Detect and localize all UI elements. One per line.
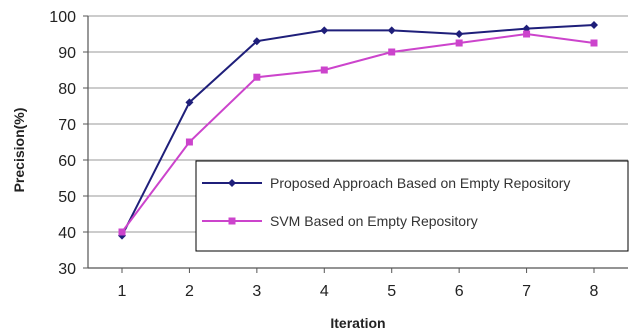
y-tick-label: 80 [58, 81, 76, 98]
legend-items: Proposed Approach Based on Empty Reposit… [202, 175, 570, 229]
series-1 [118, 21, 598, 240]
data-point [320, 26, 329, 35]
series-2 [118, 30, 598, 236]
y-tick-label: 70 [58, 117, 76, 134]
data-point [185, 98, 194, 107]
x-tick-label: 6 [455, 283, 464, 300]
y-tick-label: 100 [49, 9, 76, 26]
data-point [118, 228, 126, 236]
x-tick-label: 1 [118, 283, 127, 300]
legend: Proposed Approach Based on Empty Reposit… [195, 160, 629, 252]
data-point [252, 37, 261, 46]
legend-box [195, 160, 629, 252]
x-tick-label: 7 [522, 283, 531, 300]
x-tick-label: 5 [387, 283, 396, 300]
x-tick-label: 4 [320, 283, 329, 300]
data-point [387, 26, 396, 35]
data-point [253, 73, 261, 81]
y-tick-label: 50 [58, 189, 76, 206]
data-point [590, 21, 598, 29]
y-tick-labels: 30 40 50 60 70 80 90 100 [49, 9, 76, 278]
legend-swatch-marker [228, 217, 236, 225]
y-tick-label: 60 [58, 153, 76, 170]
series-lines [118, 21, 598, 240]
series-line [121, 24, 595, 237]
x-axis-title: Iteration [330, 315, 385, 331]
y-tick-label: 40 [58, 225, 76, 242]
x-tick-labels: 1 2 3 4 5 6 7 8 [118, 283, 599, 300]
legend-label: Proposed Approach Based on Empty Reposit… [270, 175, 570, 191]
data-point [185, 138, 193, 146]
data-point [455, 39, 463, 47]
legend-swatch-marker [228, 179, 236, 187]
series-line [121, 32, 595, 233]
data-point [590, 39, 598, 47]
y-tick-label: 90 [58, 45, 76, 62]
axes [83, 15, 628, 273]
data-point [455, 30, 464, 38]
x-tick-label: 2 [185, 283, 194, 300]
y-axis-title: Precision(%) [11, 108, 27, 193]
data-point [320, 66, 328, 74]
x-tick-label: 8 [590, 283, 599, 300]
x-tick-label: 3 [252, 283, 261, 300]
y-tick-label: 30 [58, 261, 76, 278]
data-point [388, 48, 396, 56]
legend-label: SVM Based on Empty Repository [270, 213, 478, 229]
data-point [523, 30, 531, 38]
